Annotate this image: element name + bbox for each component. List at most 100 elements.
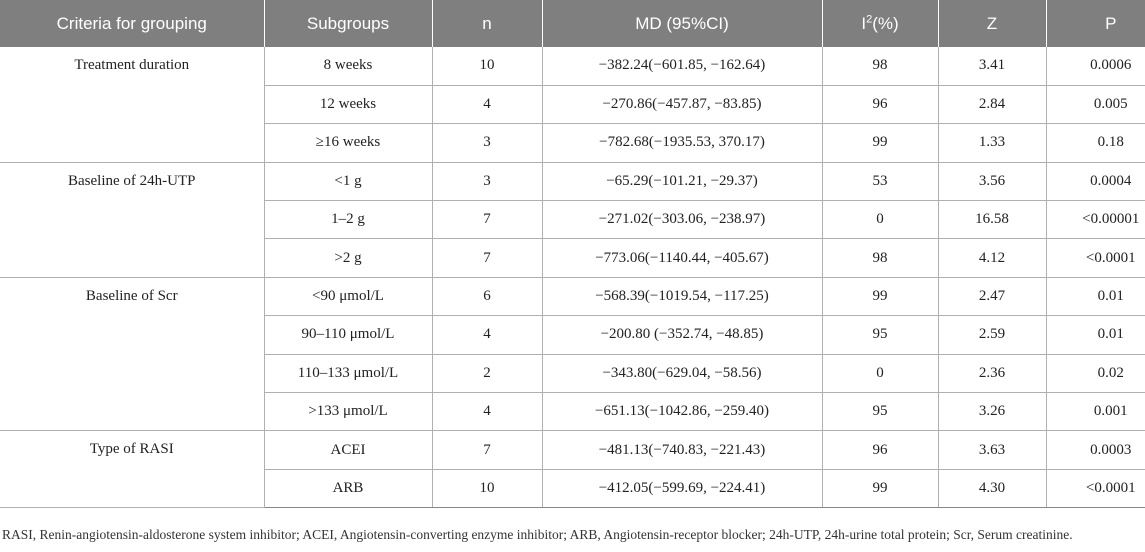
n-cell: 3	[432, 123, 543, 163]
p-cell: <0.0001	[1046, 469, 1145, 509]
md-cell: −651.13(−1042.86, −259.40)	[542, 392, 823, 432]
md-cell: −65.29(−101.21, −29.37)	[542, 162, 823, 202]
p-cell: 0.0006	[1046, 47, 1145, 86]
table-row: Treatment duration 8 weeks 10 −382.24(−601.…	[0, 47, 1145, 163]
i2-cell: 98	[822, 47, 939, 86]
table-row: 90–110 μmol/L 4 −200.80 (−352.74, −48.85) 9…	[0, 315, 1145, 355]
n-cell: 7	[432, 430, 543, 470]
table-row: 110–133 μmol/L 2 −343.80(−629.04, −58.56) 0…	[0, 354, 1145, 394]
subgroup-cell: 12 weeks	[264, 85, 433, 125]
subgroup-cell: >2 g	[264, 238, 433, 278]
md-cell: −271.02(−303.06, −238.97)	[542, 200, 823, 240]
z-cell: 3.41	[938, 47, 1047, 86]
n-cell: 7	[432, 238, 543, 278]
table-footnote: RASI, Renin-angiotensin-aldosterone syst…	[2, 527, 1073, 543]
header-i2-prefix: I	[861, 13, 867, 33]
header-p: P	[1046, 0, 1145, 47]
header-i2-sup: 2	[866, 12, 873, 25]
p-cell: <0.0001	[1046, 238, 1145, 278]
i2-cell: 96	[822, 430, 939, 470]
z-cell: 1.33	[938, 123, 1047, 163]
subgroup-cell: 110–133 μmol/L	[264, 354, 433, 394]
header-n: n	[432, 0, 543, 47]
table-row: Baseline of Scr <90 μmol/L 6 −568.39(−1019.…	[0, 277, 1145, 432]
p-cell: 0.001	[1046, 392, 1145, 432]
z-cell: 3.56	[938, 162, 1047, 202]
z-cell: 3.63	[938, 430, 1047, 470]
subgroup-cell: ≥16 weeks	[264, 123, 433, 163]
subgroup-cell: <1 g	[264, 162, 433, 202]
n-cell: 10	[432, 469, 543, 509]
table-header: Criteria for grouping Subgroups n MD (95…	[0, 0, 1145, 47]
i2-cell: 99	[822, 123, 939, 163]
header-z: Z	[938, 0, 1047, 47]
n-cell: 4	[432, 392, 543, 432]
table-row: >2 g 7 −773.06(−1140.44, −405.67) 98 4.12 <0.…	[0, 238, 1145, 278]
md-cell: −773.06(−1140.44, −405.67)	[542, 238, 823, 278]
p-cell: <0.00001	[1046, 200, 1145, 240]
md-cell: −270.86(−457.87, −83.85)	[542, 85, 823, 125]
i2-cell: 0	[822, 200, 939, 240]
z-cell: 16.58	[938, 200, 1047, 240]
n-cell: 4	[432, 315, 543, 355]
i2-cell: 99	[822, 469, 939, 509]
n-cell: 3	[432, 162, 543, 202]
subgroup-cell: 90–110 μmol/L	[264, 315, 433, 355]
i2-cell: 53	[822, 162, 939, 202]
p-cell: 0.02	[1046, 354, 1145, 394]
n-cell: 6	[432, 277, 543, 317]
table-row: ≥16 weeks 3 −782.68(−1935.53, 370.17) 99 1.3…	[0, 123, 1145, 163]
i2-cell: 96	[822, 85, 939, 125]
md-cell: −481.13(−740.83, −221.43)	[542, 430, 823, 470]
subgroup-cell: 8 weeks	[264, 47, 433, 86]
subgroup-cell: >133 μmol/L	[264, 392, 433, 432]
header-md: MD (95%CI)	[542, 0, 823, 47]
z-cell: 4.30	[938, 469, 1047, 509]
subgroup-cell: ACEI	[264, 430, 433, 470]
table-row: Type of RASI ACEI 7 −481.13(−740.83, −221.4…	[0, 430, 1145, 509]
n-cell: 2	[432, 354, 543, 394]
md-cell: −343.80(−629.04, −58.56)	[542, 354, 823, 394]
p-cell: 0.18	[1046, 123, 1145, 163]
subgroup-cell: 1–2 g	[264, 200, 433, 240]
criteria-cell: Baseline of 24h-UTP	[0, 162, 265, 278]
criteria-cell: Baseline of Scr	[0, 277, 265, 432]
subgroup-analysis-table: Criteria for grouping Subgroups n MD (95…	[0, 0, 1145, 509]
criteria-cell: Type of RASI	[0, 430, 265, 509]
criteria-cell: Treatment duration	[0, 47, 265, 163]
p-cell: 0.0004	[1046, 162, 1145, 202]
p-cell: 0.01	[1046, 315, 1145, 355]
md-cell: −382.24(−601.85, −162.64)	[542, 47, 823, 86]
z-cell: 2.36	[938, 354, 1047, 394]
n-cell: 7	[432, 200, 543, 240]
i2-cell: 95	[822, 392, 939, 432]
header-subgroups: Subgroups	[264, 0, 433, 47]
table-row: ARB 10 −412.05(−599.69, −224.41) 99 4.30 <0.0…	[0, 469, 1145, 509]
table-row: 1–2 g 7 −271.02(−303.06, −238.97) 0 16.58 <0.…	[0, 200, 1145, 240]
header-i2: I2(%)	[822, 0, 939, 47]
subgroup-cell: <90 μmol/L	[264, 277, 433, 317]
z-cell: 4.12	[938, 238, 1047, 278]
i2-cell: 99	[822, 277, 939, 317]
n-cell: 10	[432, 47, 543, 86]
p-cell: 0.0003	[1046, 430, 1145, 470]
table-row: Baseline of 24h-UTP <1 g 3 −65.29(−101.21, …	[0, 162, 1145, 278]
p-cell: 0.01	[1046, 277, 1145, 317]
table-row: 12 weeks 4 −270.86(−457.87, −83.85) 96 2.84 0…	[0, 85, 1145, 125]
p-cell: 0.005	[1046, 85, 1145, 125]
md-cell: −568.39(−1019.54, −117.25)	[542, 277, 823, 317]
md-cell: −782.68(−1935.53, 370.17)	[542, 123, 823, 163]
i2-cell: 95	[822, 315, 939, 355]
n-cell: 4	[432, 85, 543, 125]
md-cell: −200.80 (−352.74, −48.85)	[542, 315, 823, 355]
header-i2-suffix: (%)	[872, 13, 899, 33]
subgroup-cell: ARB	[264, 469, 433, 509]
z-cell: 3.26	[938, 392, 1047, 432]
table-body: Treatment duration 8 weeks 10 −382.24(−601.…	[0, 47, 1145, 509]
i2-cell: 98	[822, 238, 939, 278]
z-cell: 2.47	[938, 277, 1047, 317]
i2-cell: 0	[822, 354, 939, 394]
table-row: >133 μmol/L 4 −651.13(−1042.86, −259.40) 95…	[0, 392, 1145, 432]
md-cell: −412.05(−599.69, −224.41)	[542, 469, 823, 509]
